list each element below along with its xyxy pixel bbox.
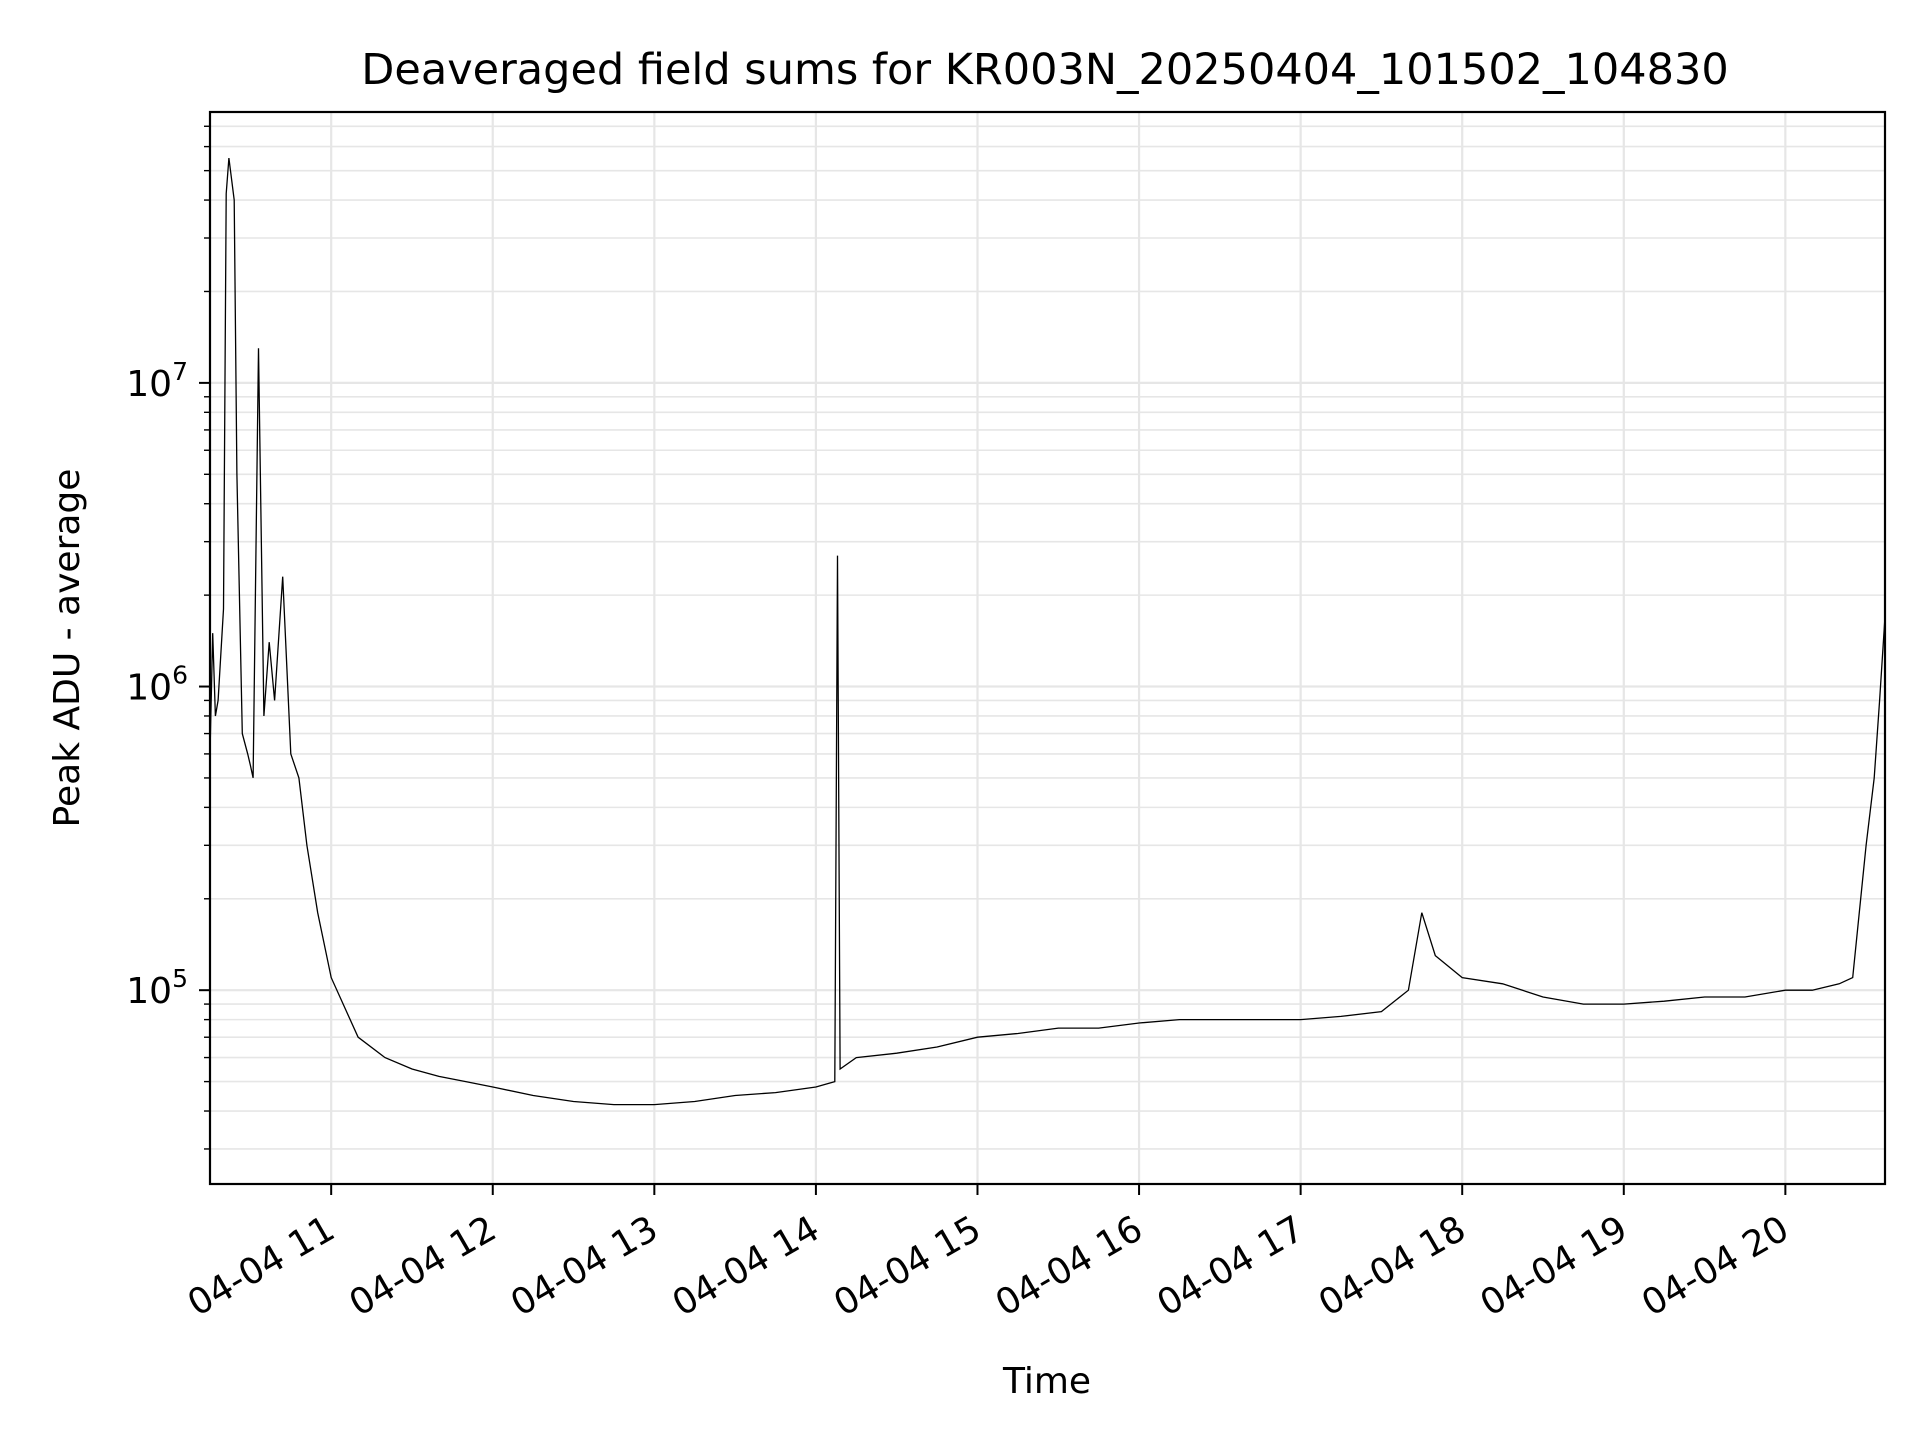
y-tick-label: 106 xyxy=(126,661,188,709)
y-tick-label: 107 xyxy=(126,357,188,405)
y-tick-label: 105 xyxy=(126,964,188,1012)
x-axis-label: Time xyxy=(1002,1361,1091,1402)
chart-title: Deaveraged field sums for KR003N_2025040… xyxy=(361,45,1728,95)
series-layer xyxy=(209,158,1886,1106)
grid xyxy=(210,112,1885,1184)
y-axis-label: Peak ADU - average xyxy=(47,469,88,828)
plot-frame xyxy=(208,110,1887,1186)
series-line xyxy=(209,158,1886,1106)
